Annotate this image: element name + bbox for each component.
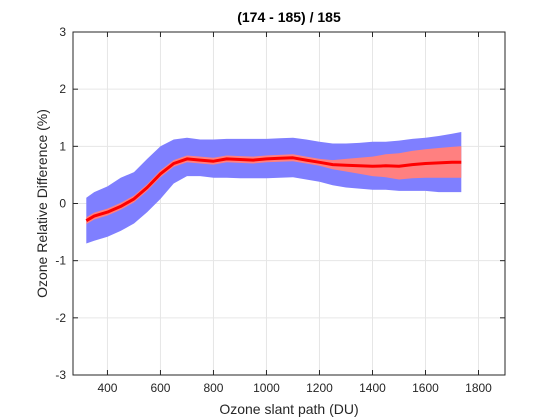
x-axis-label: Ozone slant path (DU) bbox=[219, 401, 358, 417]
y-tick-label: -3 bbox=[55, 368, 66, 382]
outer-uncertainty-band bbox=[86, 132, 462, 244]
y-tick-label: -2 bbox=[55, 311, 66, 325]
x-tick-label: 1400 bbox=[359, 381, 386, 395]
x-tick-label: 1000 bbox=[253, 381, 280, 395]
x-tick-label: 1600 bbox=[412, 381, 439, 395]
y-tick-label: 1 bbox=[59, 139, 66, 153]
y-tick-label: 3 bbox=[59, 25, 66, 39]
x-tick-label: 1800 bbox=[465, 381, 492, 395]
y-axis-ticks: -3 -2 -1 0 1 2 3 bbox=[55, 25, 505, 382]
x-axis-ticks: 400 600 800 1000 1200 1400 1600 1800 bbox=[97, 32, 492, 395]
y-tick-label: 2 bbox=[59, 82, 66, 96]
y-axis-label: Ozone Relative Difference (%) bbox=[34, 109, 50, 298]
chart-title: (174 - 185) / 185 bbox=[237, 9, 341, 25]
x-tick-label: 800 bbox=[203, 381, 223, 395]
x-tick-label: 400 bbox=[97, 381, 117, 395]
mean-difference-line bbox=[85, 156, 462, 222]
x-tick-label: 1200 bbox=[306, 381, 333, 395]
y-tick-label: 0 bbox=[59, 197, 66, 211]
x-tick-label: 600 bbox=[150, 381, 170, 395]
y-tick-label: -1 bbox=[55, 254, 66, 268]
